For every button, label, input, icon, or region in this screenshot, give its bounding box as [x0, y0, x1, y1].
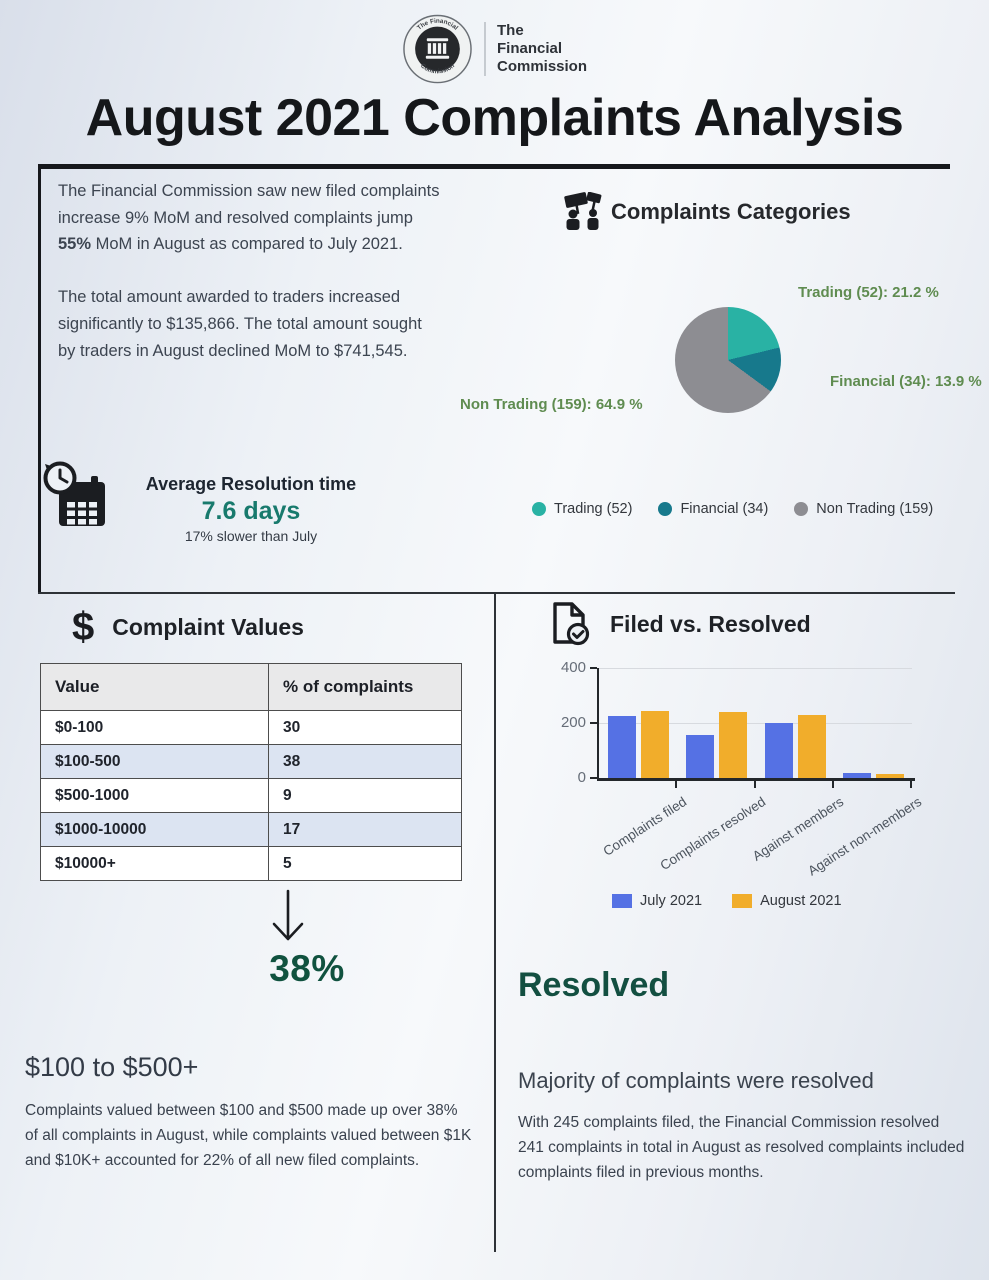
x-tick-mark: [753, 780, 756, 788]
table-header-percent: % of complaints: [268, 663, 462, 711]
bar-july-2021: [686, 735, 715, 778]
section-divider-horizontal: [38, 592, 955, 594]
resolved-subheading: Majority of complaints were resolved: [518, 1068, 874, 1093]
legend-item: August 2021: [732, 893, 842, 909]
page-title: August 2021 Complaints Analysis: [85, 89, 904, 147]
bar-july-2021: [608, 716, 636, 778]
complaints-categories-heading: Complaints Categories: [563, 192, 851, 232]
complaint-values-table: Value % of complaints $0-100 30 $100-500 38…: [40, 663, 462, 881]
logo-wordmark: The Financial Commission: [483, 22, 587, 76]
filed-vs-resolved-bar-chart: 0 200 400 Complaints filed Complaints resolv…: [540, 659, 935, 879]
legend-item: Trading (52): [532, 501, 632, 517]
intro-left-border: [38, 164, 41, 594]
y-tick-mark: [590, 667, 597, 669]
percent-callout: 38%: [269, 948, 345, 989]
legend-item: Non Trading (159): [794, 501, 933, 517]
intro-paragraph-1: The Financial Commission saw new filed c…: [58, 182, 440, 254]
legend-item: Financial (34): [658, 501, 768, 517]
table-cell: $500-1000: [40, 778, 269, 813]
x-category-label: Against non-members: [805, 794, 925, 879]
table-cell: 38: [268, 744, 462, 779]
y-tick-label: 200: [560, 714, 586, 731]
table-cell: $10000+: [40, 846, 269, 881]
intro-paragraph-2: The total amount awarded to traders incr…: [58, 288, 422, 360]
y-axis: [597, 668, 599, 780]
x-axis: [597, 778, 915, 781]
legend-label: Trading (52): [554, 501, 633, 517]
table-cell: $100-500: [40, 744, 269, 779]
intro-text: The Financial Commission saw new filed c…: [58, 178, 440, 364]
table-cell: 5: [268, 846, 462, 881]
table-cell: $0-100: [40, 710, 269, 745]
y-tick-mark: [590, 777, 597, 779]
logo: The Financial Commission The Financial C…: [402, 14, 587, 84]
y-tick-label: 0: [577, 769, 586, 786]
x-tick-mark: [910, 780, 912, 788]
legend-swatch: [794, 502, 809, 516]
values-subheading: $100 to $500+: [25, 1052, 199, 1082]
section-divider-vertical: [494, 592, 496, 1252]
dollar-icon: $: [72, 605, 95, 649]
calendar-clock-icon: [42, 460, 112, 537]
table-cell: 9: [268, 778, 462, 813]
y-tick-label: 400: [560, 659, 586, 676]
values-table-body: $0-100 30 $100-500 38 $500-1000 9 $1000-10000 1…: [40, 710, 462, 881]
financial-commission-emblem-icon: The Financial Commission: [402, 14, 472, 84]
resolution-time-block: Average Resolution time 7.6 days 17% slo…: [130, 474, 372, 544]
bar-july-2021: [842, 772, 871, 778]
resolution-note: 17% slower than July: [184, 528, 318, 544]
pie-chart: [675, 307, 781, 413]
legend-label: Financial (34): [680, 501, 769, 517]
legend-item: July 2021: [612, 893, 702, 909]
y-tick-mark: [590, 722, 597, 724]
bar-august-2021: [641, 710, 669, 778]
x-category-label: Against members: [749, 794, 846, 864]
pie-label-trading: Trading (52): 21.2 %: [798, 284, 939, 301]
legend-swatch: [658, 502, 673, 516]
pie-label-financial: Financial (34): 13.9 %: [830, 373, 982, 390]
resolution-title: Average Resolution time: [145, 474, 357, 494]
legend-label: August 2021: [760, 893, 842, 909]
legend-label: July 2021: [640, 893, 703, 909]
filed-vs-resolved-heading: Filed vs. Resolved: [548, 600, 811, 648]
title-rule: [38, 164, 950, 169]
x-tick-mark: [831, 780, 834, 788]
complaint-values-heading: $ Complaint Values: [72, 605, 304, 649]
bar-july-2021: [764, 723, 793, 778]
table-row: $1000-10000 17: [40, 812, 462, 847]
table-row: $100-500 38: [40, 744, 462, 779]
table-row: $0-100 30: [40, 710, 462, 745]
bar-august-2021: [875, 773, 904, 778]
down-arrow-icon: [266, 888, 310, 953]
bar-chart-legend: July 2021 August 2021: [612, 893, 842, 909]
table-header-row: Value % of complaints: [40, 663, 462, 711]
x-tick-mark: [675, 780, 678, 788]
resolved-body-text: With 245 complaints filed, the Financial…: [518, 1114, 965, 1182]
values-body-text: Complaints valued between $100 and $500 …: [25, 1102, 472, 1170]
x-category-label: Complaints resolved: [656, 794, 768, 874]
x-category-label: Complaints filed: [600, 794, 690, 859]
table-cell: $1000-10000: [40, 812, 269, 847]
document-check-icon: [553, 602, 590, 646]
legend-swatch: [532, 502, 546, 516]
bar-august-2021: [719, 711, 748, 778]
resolution-value: 7.6 days: [201, 497, 301, 525]
bank-columns-glyph: [425, 38, 449, 59]
table-row: $500-1000 9: [40, 778, 462, 813]
table-header-value: Value: [40, 663, 269, 711]
gridline: [599, 668, 912, 669]
protest-people-icon: [564, 192, 602, 230]
gridline: [599, 723, 912, 724]
table-cell: 30: [268, 710, 462, 745]
legend-swatch: [732, 894, 753, 908]
bar-august-2021: [797, 715, 826, 778]
table-row: $10000+ 5: [40, 846, 462, 881]
legend-label: Non Trading (159): [816, 501, 934, 517]
table-cell: 17: [268, 812, 462, 847]
pie-label-non-trading: Non Trading (159): 64.9 %: [460, 396, 643, 413]
pie-legend: Trading (52) Financial (34) Non Trading (1…: [532, 501, 933, 517]
legend-swatch: [612, 894, 632, 908]
resolved-title: Resolved: [518, 966, 670, 1004]
